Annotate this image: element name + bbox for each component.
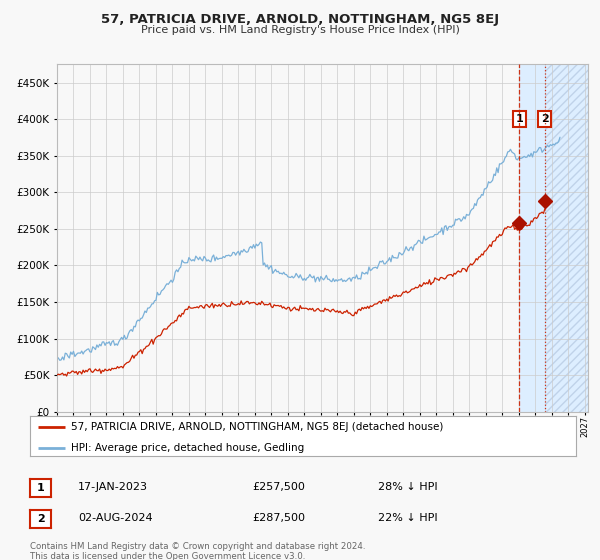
Bar [545, 64, 596, 412]
Text: 17-JAN-2023: 17-JAN-2023 [78, 482, 148, 492]
Text: 02-AUG-2024: 02-AUG-2024 [78, 513, 152, 523]
Bar [520, 64, 545, 412]
Text: £257,500: £257,500 [252, 482, 305, 492]
Text: 57, PATRICIA DRIVE, ARNOLD, NOTTINGHAM, NG5 8EJ: 57, PATRICIA DRIVE, ARNOLD, NOTTINGHAM, … [101, 13, 499, 26]
Bar [545, 64, 596, 412]
Text: HPI: Average price, detached house, Gedling: HPI: Average price, detached house, Gedl… [71, 442, 304, 452]
Text: £287,500: £287,500 [252, 513, 305, 523]
Text: 1: 1 [515, 114, 523, 124]
Text: 57, PATRICIA DRIVE, ARNOLD, NOTTINGHAM, NG5 8EJ (detached house): 57, PATRICIA DRIVE, ARNOLD, NOTTINGHAM, … [71, 422, 443, 432]
Text: 1: 1 [37, 483, 44, 493]
Text: 28% ↓ HPI: 28% ↓ HPI [378, 482, 437, 492]
Text: 22% ↓ HPI: 22% ↓ HPI [378, 513, 437, 523]
Text: 2: 2 [541, 114, 549, 124]
Text: 2: 2 [37, 514, 44, 524]
Text: Price paid vs. HM Land Registry's House Price Index (HPI): Price paid vs. HM Land Registry's House … [140, 25, 460, 35]
Text: Contains HM Land Registry data © Crown copyright and database right 2024.
This d: Contains HM Land Registry data © Crown c… [30, 542, 365, 560]
